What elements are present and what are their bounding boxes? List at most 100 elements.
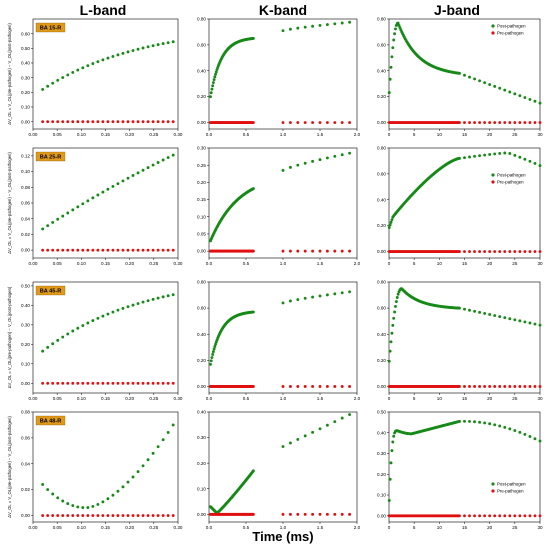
y-axis-label: ΔV_OL = V_OL(pre-pathogen) − V_OL(post-p… [7,286,12,388]
plot-frame [32,411,179,523]
data-point [538,439,542,443]
data-point [151,451,155,455]
data-point [136,514,140,517]
y-tick-label: 0.40 [21,61,30,66]
data-point [488,152,492,156]
data-point [508,514,512,518]
x-tick-label: 5 [413,396,416,401]
x-tick-label: 0.00 [29,396,38,401]
y-tick-label: 0.40 [377,197,386,202]
panel-ba-15-r-k-band: 0.0 0.5 1.0 1.5 2.0 0.00 0.20 0.40 0.60 0.80 [197,17,361,137]
panel-ba-25-r-k-band: 0.0 0.5 1.0 1.5 2.0 0.00 0.05 0.10 0.15 0.20 0.25 0… [197,146,361,266]
y-tick-label: 0.30 [377,451,386,456]
data-point [463,250,466,253]
series-pre-pathogen [387,121,542,124]
data-point [281,385,285,388]
data-point [251,512,255,516]
data-point [146,248,150,252]
x-tick-label: 1.5 [317,261,324,266]
data-point [303,385,307,388]
x-tick-label: 0 [388,132,391,137]
data-point [513,92,517,96]
y-tick-label: 0.02 [21,232,30,237]
x-tick-label: 30 [537,261,543,266]
y-tick-label: 0.12 [21,153,30,158]
data-point [513,318,517,322]
data-point [483,385,487,388]
x-tick-label: 0.20 [125,261,134,266]
x-tick-label: 2.0 [354,396,361,401]
x-tick-label: 0.15 [101,132,110,137]
x-tick-label: 15 [462,525,468,530]
data-point [121,120,125,124]
data-point [156,514,160,517]
x-tick-label: 0.5 [243,396,250,401]
series-post-pathogen [387,419,542,502]
sample-tag-label: BA 45-R [40,289,62,295]
x-tick-label: 0.20 [125,132,134,137]
data-point [71,70,75,74]
data-point [296,163,300,167]
y-tick-label: 0.06 [21,435,30,440]
data-point [396,292,400,296]
data-point [96,316,100,320]
y-tick-label: 0.00 [197,512,206,517]
data-point [387,359,391,363]
data-point [389,65,393,69]
data-point [71,514,75,517]
data-point [66,332,70,336]
data-point [333,154,337,158]
sample-tag: BA 25-R [35,151,66,162]
data-point [141,168,145,172]
legend-marker-pre [491,180,495,184]
data-point [281,512,285,516]
data-point [171,153,175,157]
data-point [518,430,522,434]
data-point [111,54,115,58]
data-point [156,120,160,124]
data-point [211,353,215,356]
data-point [136,248,140,252]
y-tick-label: 0.10 [21,105,30,110]
data-point [71,120,75,124]
data-point [478,121,482,124]
data-point [458,514,461,518]
data-point [76,120,80,124]
data-point [161,158,165,162]
data-point [503,151,507,155]
y-tick-label: 0.30 [21,322,30,327]
data-point [96,60,100,64]
data-point [41,514,45,517]
series-post-pathogen [41,423,175,510]
data-point [41,120,45,124]
data-point [518,121,522,124]
data-point [533,161,537,165]
column-title-l-band: L-band [80,2,127,18]
x-tick-label: 25 [512,396,518,401]
data-point [91,319,95,323]
data-point [46,248,50,252]
data-point [288,512,292,516]
data-point [96,248,100,252]
x-tick-label: 0.00 [29,132,38,137]
data-point [318,249,322,253]
data-point [41,483,45,486]
data-point [56,248,60,252]
x-tick-label: 0.10 [77,132,86,137]
data-point [394,27,397,31]
data-point [513,121,517,124]
data-point [131,514,135,517]
x-tick-label: 1.5 [317,525,324,530]
data-point [281,249,285,253]
data-point [538,323,542,327]
data-point [390,331,394,335]
x-tick-label: 2.0 [354,261,361,266]
series-post-pathogen [209,151,352,243]
series-post-pathogen [41,40,175,91]
data-point [136,47,140,51]
data-point [171,40,175,44]
sample-tag-label: BA 15-R [40,26,62,32]
data-point [126,514,130,517]
data-point [81,248,85,252]
panel-ba-45-r-j-band: 0 5 10 15 20 25 30 0.00 0.20 0.40 0.60 0.80 [377,280,543,401]
